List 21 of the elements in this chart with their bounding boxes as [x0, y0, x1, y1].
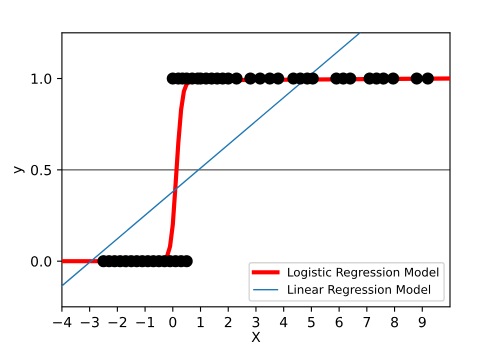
y-axis-title: y [14, 166, 25, 174]
x-tick-label: −1 [136, 317, 154, 328]
x-tick-label: 7 [364, 317, 370, 328]
y-tick-label: 0.5 [31, 164, 51, 176]
legend-label: Logistic Regression Model [288, 267, 438, 279]
x-tick-label: −3 [80, 316, 99, 328]
x-tick-label: 0 [169, 316, 176, 328]
x-tick-label: −2 [108, 316, 126, 328]
x-tick-label: 2 [224, 316, 232, 328]
x-tick-label: 1 [198, 317, 204, 328]
x-tick-label: 3 [252, 316, 260, 328]
x-tick-label: −4 [53, 317, 72, 328]
x-tick-label: 6 [336, 316, 343, 328]
legend-label: Linear Regression Model [288, 284, 430, 296]
y-tick-label: 0.0 [31, 256, 52, 267]
x-tick-label: 5 [308, 317, 315, 328]
x-tick-label: 4 [280, 317, 288, 328]
y-tick-label: 1.0 [32, 73, 52, 84]
x-tick-label: 9 [418, 316, 426, 328]
x-tick-label: 8 [391, 316, 398, 328]
x-axis-title: X [252, 332, 260, 342]
